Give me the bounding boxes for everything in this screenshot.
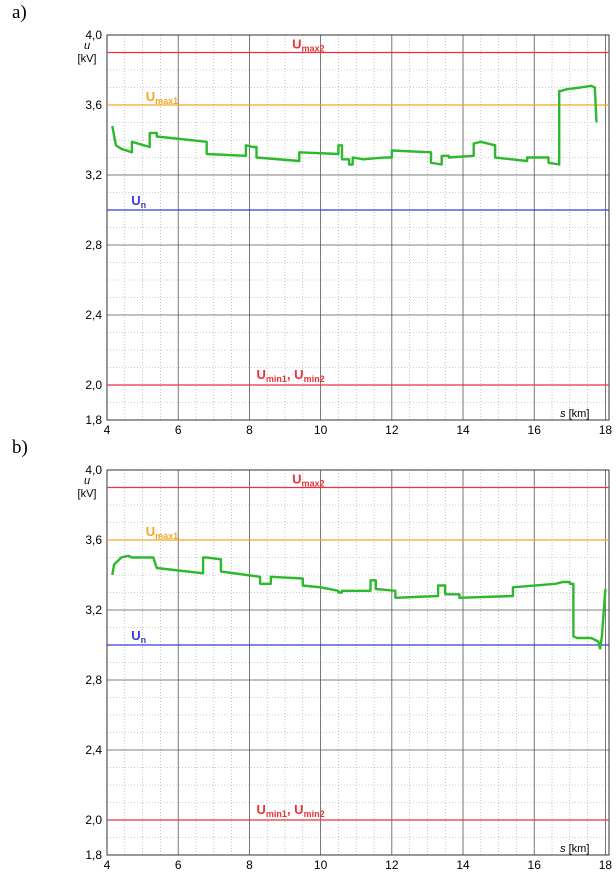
reference-label-part: U — [292, 37, 301, 52]
y-axis-unit: [kV] — [78, 488, 97, 500]
reference-label-umax1: Umax1 — [146, 89, 178, 106]
x-axis-var: s — [560, 843, 569, 855]
reference-label-umin: Umin1, Umin2 — [257, 802, 325, 819]
reference-label-part: n — [141, 635, 147, 645]
x-tick-label: 16 — [528, 858, 542, 872]
reference-label-part: U — [131, 628, 140, 643]
x-tick-label: 16 — [528, 423, 542, 437]
reference-label-part: min1 — [266, 374, 287, 384]
reference-label-umax2: Umax2 — [292, 37, 324, 54]
y-tick-label: 2,0 — [85, 378, 102, 392]
reference-label-part: max2 — [302, 479, 325, 489]
panel-label-a: a) — [12, 2, 27, 23]
reference-label-part: max2 — [302, 44, 325, 54]
y-tick-label: 1,8 — [85, 848, 102, 862]
y-tick-label: 1,8 — [85, 413, 102, 427]
x-axis-var: s — [560, 408, 569, 420]
series-line — [111, 84, 598, 166]
reference-label-part: U — [131, 193, 140, 208]
y-tick-label: 2,8 — [85, 238, 102, 252]
y-tick-label: 4,0 — [85, 463, 102, 477]
x-tick-label: 18 — [599, 858, 613, 872]
y-axis-label: u — [84, 475, 90, 487]
reference-label-part: U — [146, 524, 155, 539]
x-tick-label: 8 — [246, 423, 253, 437]
reference-label-umin: Umin1, Umin2 — [257, 367, 325, 384]
y-tick-label: 2,8 — [85, 673, 102, 687]
plot-frame — [106, 34, 610, 421]
reference-label-part: U — [146, 89, 155, 104]
reference-label-part: U — [257, 367, 266, 382]
reference-label-part: max1 — [155, 531, 178, 541]
x-tick-label: 12 — [385, 423, 399, 437]
reference-label-part: min2 — [304, 374, 325, 384]
x-tick-label: 4 — [104, 423, 111, 437]
x-tick-label: 6 — [175, 423, 182, 437]
reference-label-un: Un — [131, 628, 146, 645]
panel-label-b: b) — [12, 437, 28, 458]
x-tick-label: 18 — [599, 423, 613, 437]
reference-label-part: U — [292, 472, 301, 487]
y-tick-label: 3,6 — [85, 98, 102, 112]
x-tick-label: 14 — [456, 423, 470, 437]
y-tick-label: 3,6 — [85, 533, 102, 547]
x-tick-label: 14 — [456, 858, 470, 872]
reference-label-part: max1 — [155, 96, 178, 106]
x-axis-label: s [km] — [560, 843, 589, 855]
chart-panel-b: b) Umax2 Umax1 Un Umin1, Umin2 1,8 2,0 2,4 2,8 3… — [0, 435, 616, 872]
y-axis-label: u — [84, 40, 90, 52]
x-tick-label: 6 — [175, 858, 182, 872]
reference-label-part: min2 — [304, 809, 325, 819]
reference-label-part: U — [257, 802, 266, 817]
y-tick-label: 4,0 — [85, 28, 102, 42]
reference-label-un: Un — [131, 193, 146, 210]
x-axis-unit: [km] — [569, 408, 590, 420]
reference-label-umax1: Umax1 — [146, 524, 178, 541]
x-axis-label: s [km] — [560, 408, 589, 420]
y-tick-label: 2,4 — [85, 308, 102, 322]
x-tick-label: 4 — [104, 858, 111, 872]
reference-label-part: n — [141, 200, 147, 210]
x-tick-label: 8 — [246, 858, 253, 872]
x-axis-unit: [km] — [569, 843, 590, 855]
y-axis-unit: [kV] — [78, 53, 97, 65]
x-tick-label: 10 — [314, 423, 328, 437]
x-tick-label: 10 — [314, 858, 328, 872]
reference-label-part: , U — [287, 367, 304, 382]
y-tick-label: 2,0 — [85, 813, 102, 827]
series-line — [111, 554, 607, 650]
y-tick-label: 2,4 — [85, 743, 102, 757]
y-tick-label: 3,2 — [85, 603, 102, 617]
reference-label-umax2: Umax2 — [292, 472, 324, 489]
x-tick-label: 12 — [385, 858, 399, 872]
plot-frame — [106, 469, 610, 856]
reference-label-part: min1 — [266, 809, 287, 819]
chart-panel-a: a) Umax2 Umax1 Un Umin1, Umin2 1,8 2,0 2,4 2,8 3… — [0, 0, 616, 437]
y-tick-label: 3,2 — [85, 168, 102, 182]
reference-label-part: , U — [287, 802, 304, 817]
